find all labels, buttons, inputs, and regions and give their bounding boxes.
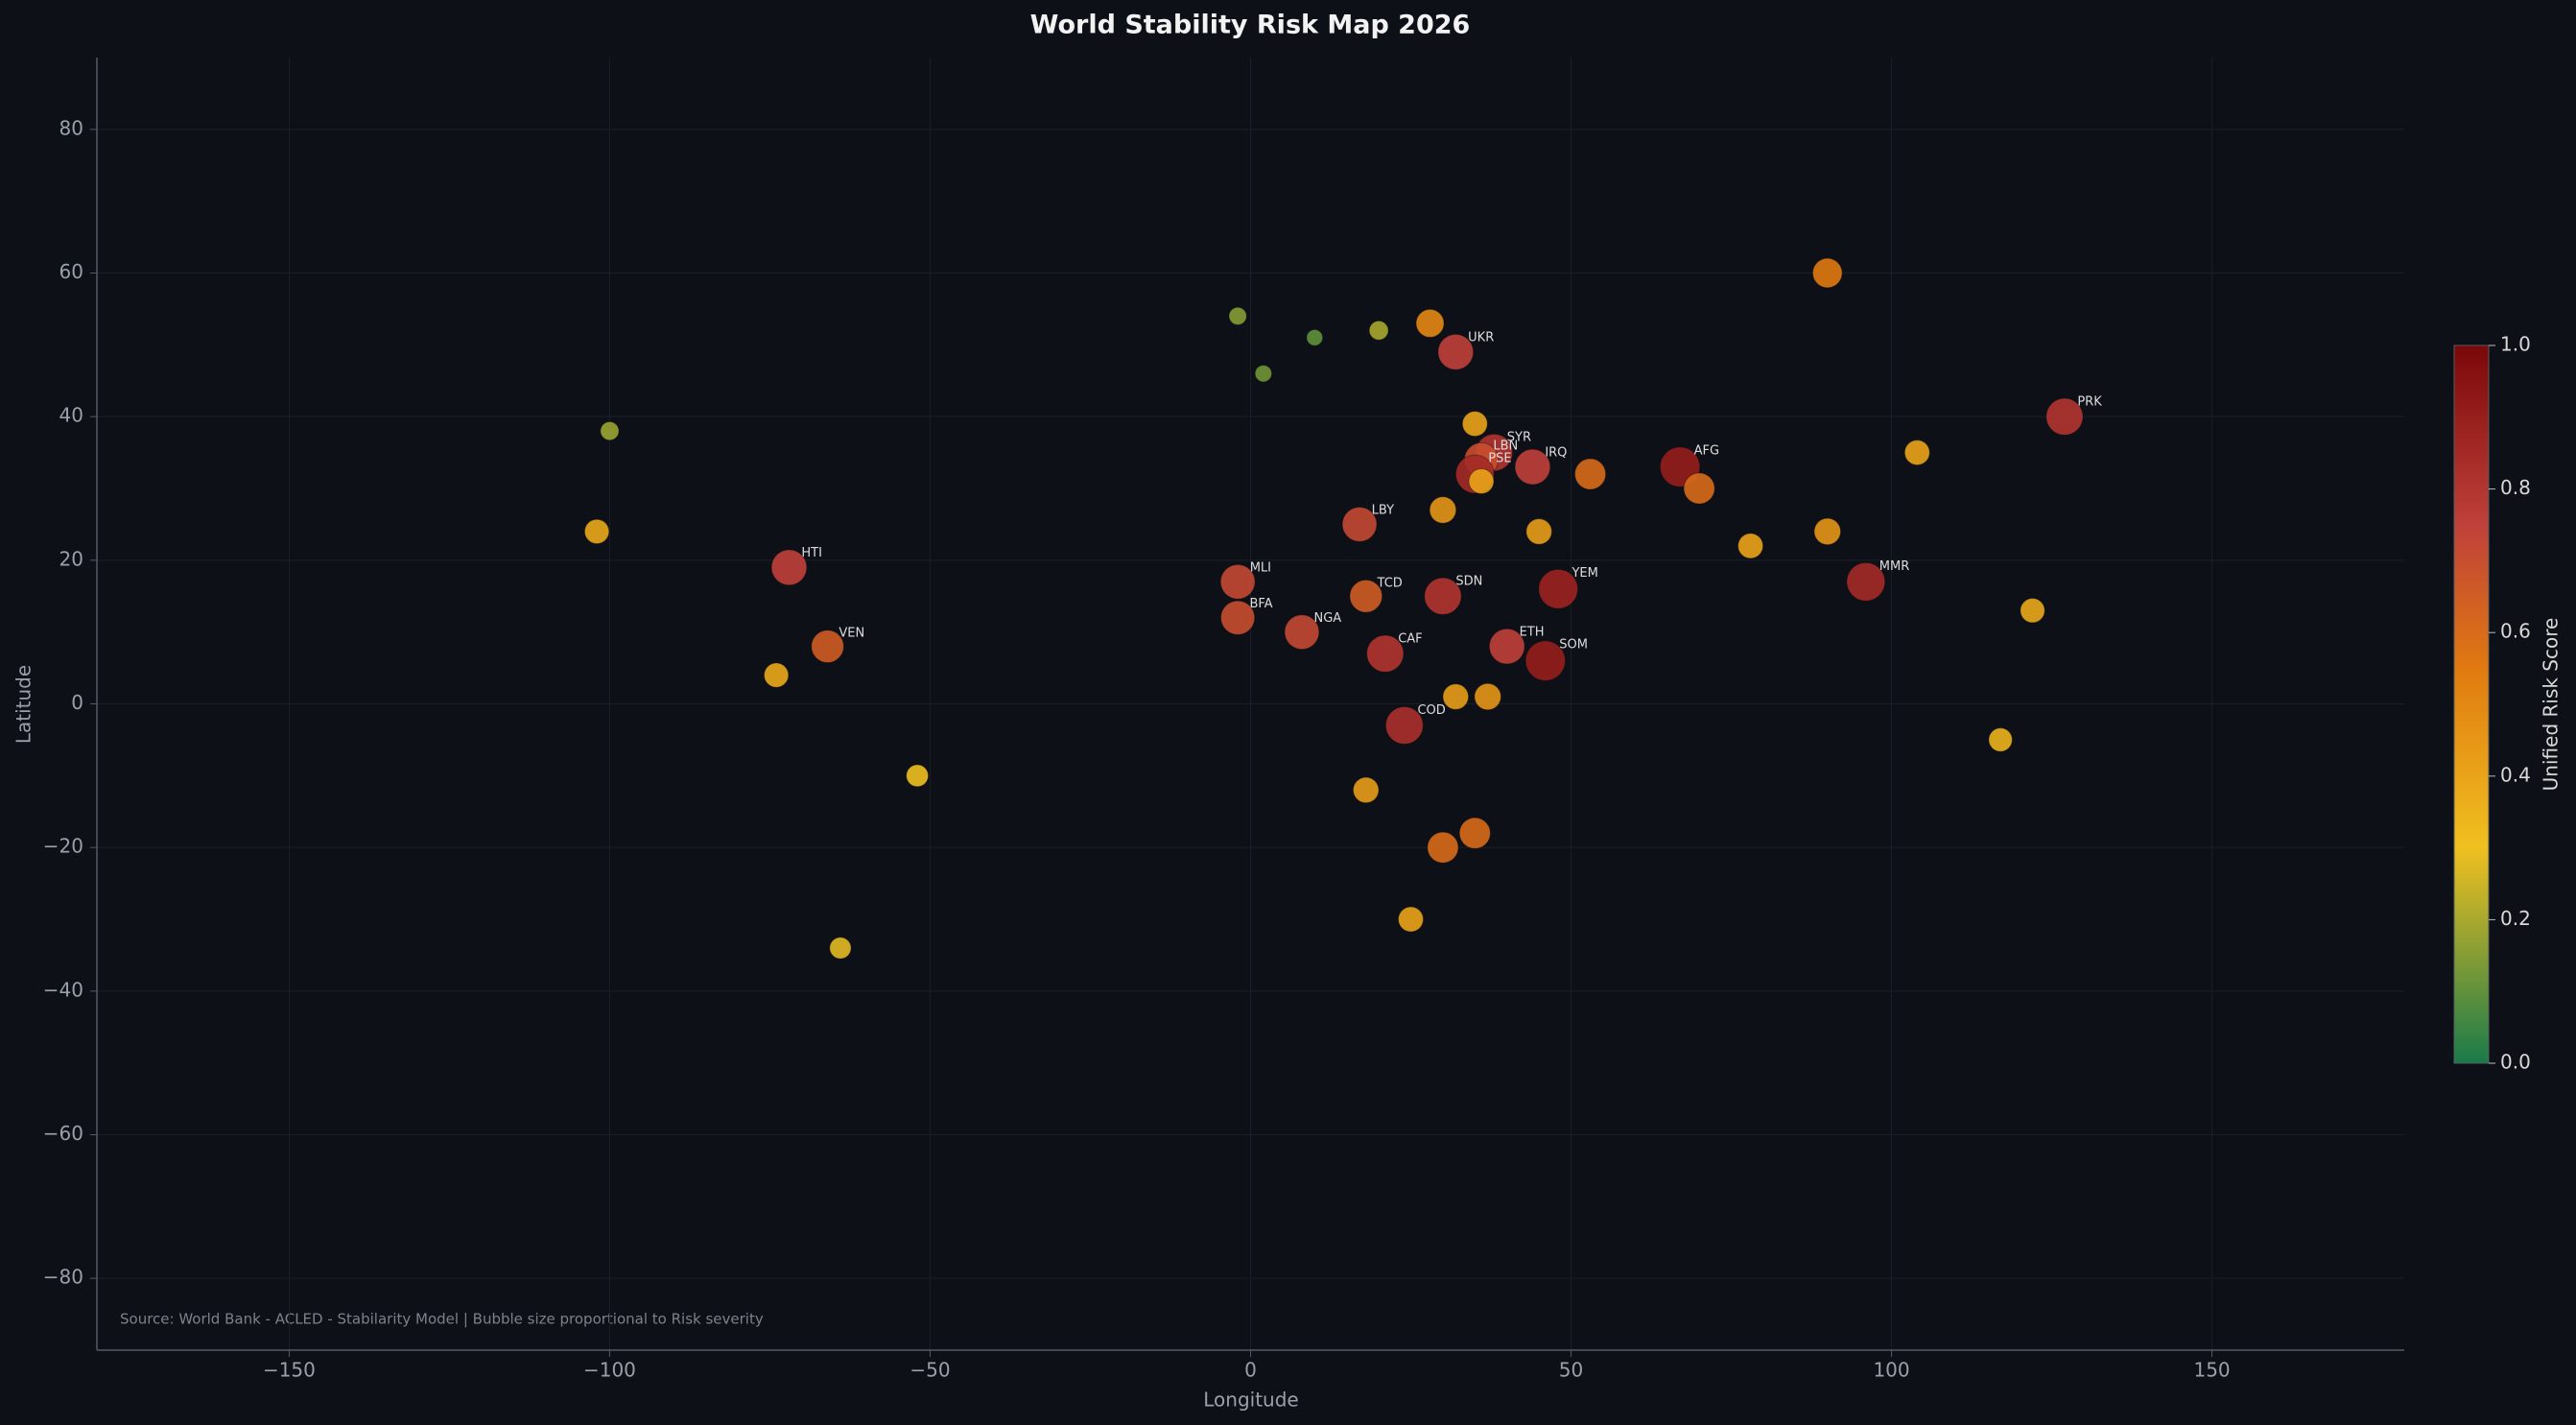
point-label: MMR bbox=[1879, 559, 1909, 574]
bubble bbox=[1220, 600, 1256, 635]
x-tick-label: 0 bbox=[1244, 1359, 1257, 1382]
y-tick-label: −80 bbox=[43, 1266, 83, 1289]
point-label: IRQ bbox=[1545, 445, 1567, 460]
bubble bbox=[1398, 906, 1425, 933]
y-tick-label: 0 bbox=[71, 691, 83, 714]
bubble bbox=[1429, 496, 1457, 524]
bubble bbox=[1228, 306, 1247, 326]
colorbar-tick-label: 0.6 bbox=[2500, 620, 2531, 643]
point-label: COD bbox=[1417, 703, 1445, 718]
colorbar bbox=[2453, 344, 2490, 1064]
bubble bbox=[1988, 727, 2013, 752]
bubble bbox=[1424, 577, 1462, 615]
y-tick-label: 60 bbox=[59, 260, 83, 283]
bubble bbox=[1461, 411, 1488, 438]
point-label: PSE bbox=[1488, 452, 1511, 466]
x-tick-label: −100 bbox=[583, 1359, 636, 1382]
y-axis-label: Latitude bbox=[12, 665, 35, 744]
bubble bbox=[1458, 817, 1491, 849]
x-tick-label: −150 bbox=[263, 1359, 316, 1382]
point-label: LBY bbox=[1372, 504, 1394, 518]
bubble bbox=[1525, 518, 1552, 545]
point-label: VEN bbox=[839, 627, 864, 641]
x-tick-label: 100 bbox=[1873, 1359, 1909, 1382]
colorbar-tick-label: 0.4 bbox=[2500, 763, 2531, 786]
colorbar-tick-label: 0.0 bbox=[2500, 1051, 2531, 1074]
bubble bbox=[1813, 517, 1842, 546]
bubble bbox=[2020, 598, 2045, 624]
y-tick-label: 40 bbox=[59, 404, 83, 427]
bubble bbox=[1903, 439, 1930, 466]
bubble bbox=[763, 662, 790, 688]
bubble bbox=[1573, 458, 1607, 490]
bubble bbox=[1341, 506, 1378, 542]
point-label: UKR bbox=[1468, 331, 1494, 345]
point-label: BFA bbox=[1249, 597, 1272, 611]
bubble bbox=[1811, 257, 1843, 289]
colorbar-label: Unified Risk Score bbox=[2540, 618, 2563, 792]
bubble bbox=[1538, 568, 1579, 609]
chart-title: World Stability Risk Map 2026 bbox=[1030, 11, 1471, 40]
y-tick-label: 20 bbox=[59, 547, 83, 570]
x-tick-label: 50 bbox=[1559, 1359, 1583, 1382]
y-tick-label: 80 bbox=[59, 116, 83, 139]
bubble bbox=[600, 421, 620, 441]
bubble bbox=[829, 937, 852, 960]
bubble bbox=[1524, 640, 1567, 681]
bubble bbox=[1474, 682, 1501, 711]
x-tick-label: 150 bbox=[2193, 1359, 2230, 1382]
bubble bbox=[1442, 683, 1470, 710]
y-tick-label: −60 bbox=[43, 1122, 83, 1145]
x-tick-label: −50 bbox=[910, 1359, 950, 1382]
y-tick-label: −20 bbox=[43, 835, 83, 858]
bubble bbox=[1846, 561, 1886, 602]
bubble bbox=[1366, 634, 1405, 673]
bubble bbox=[1284, 614, 1320, 651]
bubble bbox=[1349, 579, 1383, 613]
bubble bbox=[1683, 472, 1715, 505]
bubble bbox=[1514, 448, 1551, 486]
bubble bbox=[811, 629, 844, 663]
bubble bbox=[1352, 776, 1380, 804]
point-label: NGA bbox=[1314, 611, 1342, 626]
point-label: SYR bbox=[1507, 431, 1531, 445]
bubble bbox=[583, 518, 610, 545]
point-label: AFG bbox=[1694, 443, 1719, 458]
x-axis-label: Longitude bbox=[1203, 1389, 1298, 1412]
point-label: HTI bbox=[801, 546, 822, 560]
point-label: PRK bbox=[2077, 394, 2102, 409]
bubble bbox=[1437, 333, 1475, 370]
colorbar-tick-label: 1.0 bbox=[2500, 333, 2531, 356]
bubble bbox=[906, 764, 930, 788]
point-label: LBN bbox=[1493, 439, 1518, 453]
bubble bbox=[1306, 328, 1324, 346]
bubble bbox=[1368, 320, 1389, 341]
point-label: SDN bbox=[1455, 574, 1482, 588]
bubble bbox=[1384, 705, 1424, 745]
bubble bbox=[1468, 468, 1495, 495]
bubble bbox=[1488, 628, 1525, 665]
bubble bbox=[1427, 831, 1459, 864]
colorbar-tick-label: 0.2 bbox=[2500, 907, 2531, 930]
y-tick-label: −40 bbox=[43, 978, 83, 1001]
point-label: ETH bbox=[1520, 625, 1545, 639]
point-label: TCD bbox=[1377, 576, 1403, 590]
point-label: MLI bbox=[1250, 560, 1271, 575]
bubble bbox=[1219, 563, 1256, 600]
source-note: Source: World Bank - ACLED - Stabilarity… bbox=[120, 1311, 764, 1328]
point-label: CAF bbox=[1398, 631, 1422, 646]
bubble bbox=[1254, 365, 1273, 383]
bubble bbox=[2045, 397, 2084, 436]
point-label: SOM bbox=[1559, 638, 1588, 653]
bubble bbox=[770, 549, 808, 586]
colorbar-tick-label: 0.8 bbox=[2500, 476, 2531, 499]
bubble bbox=[1415, 308, 1445, 338]
bubble bbox=[1737, 533, 1764, 559]
point-label: YEM bbox=[1571, 566, 1597, 581]
